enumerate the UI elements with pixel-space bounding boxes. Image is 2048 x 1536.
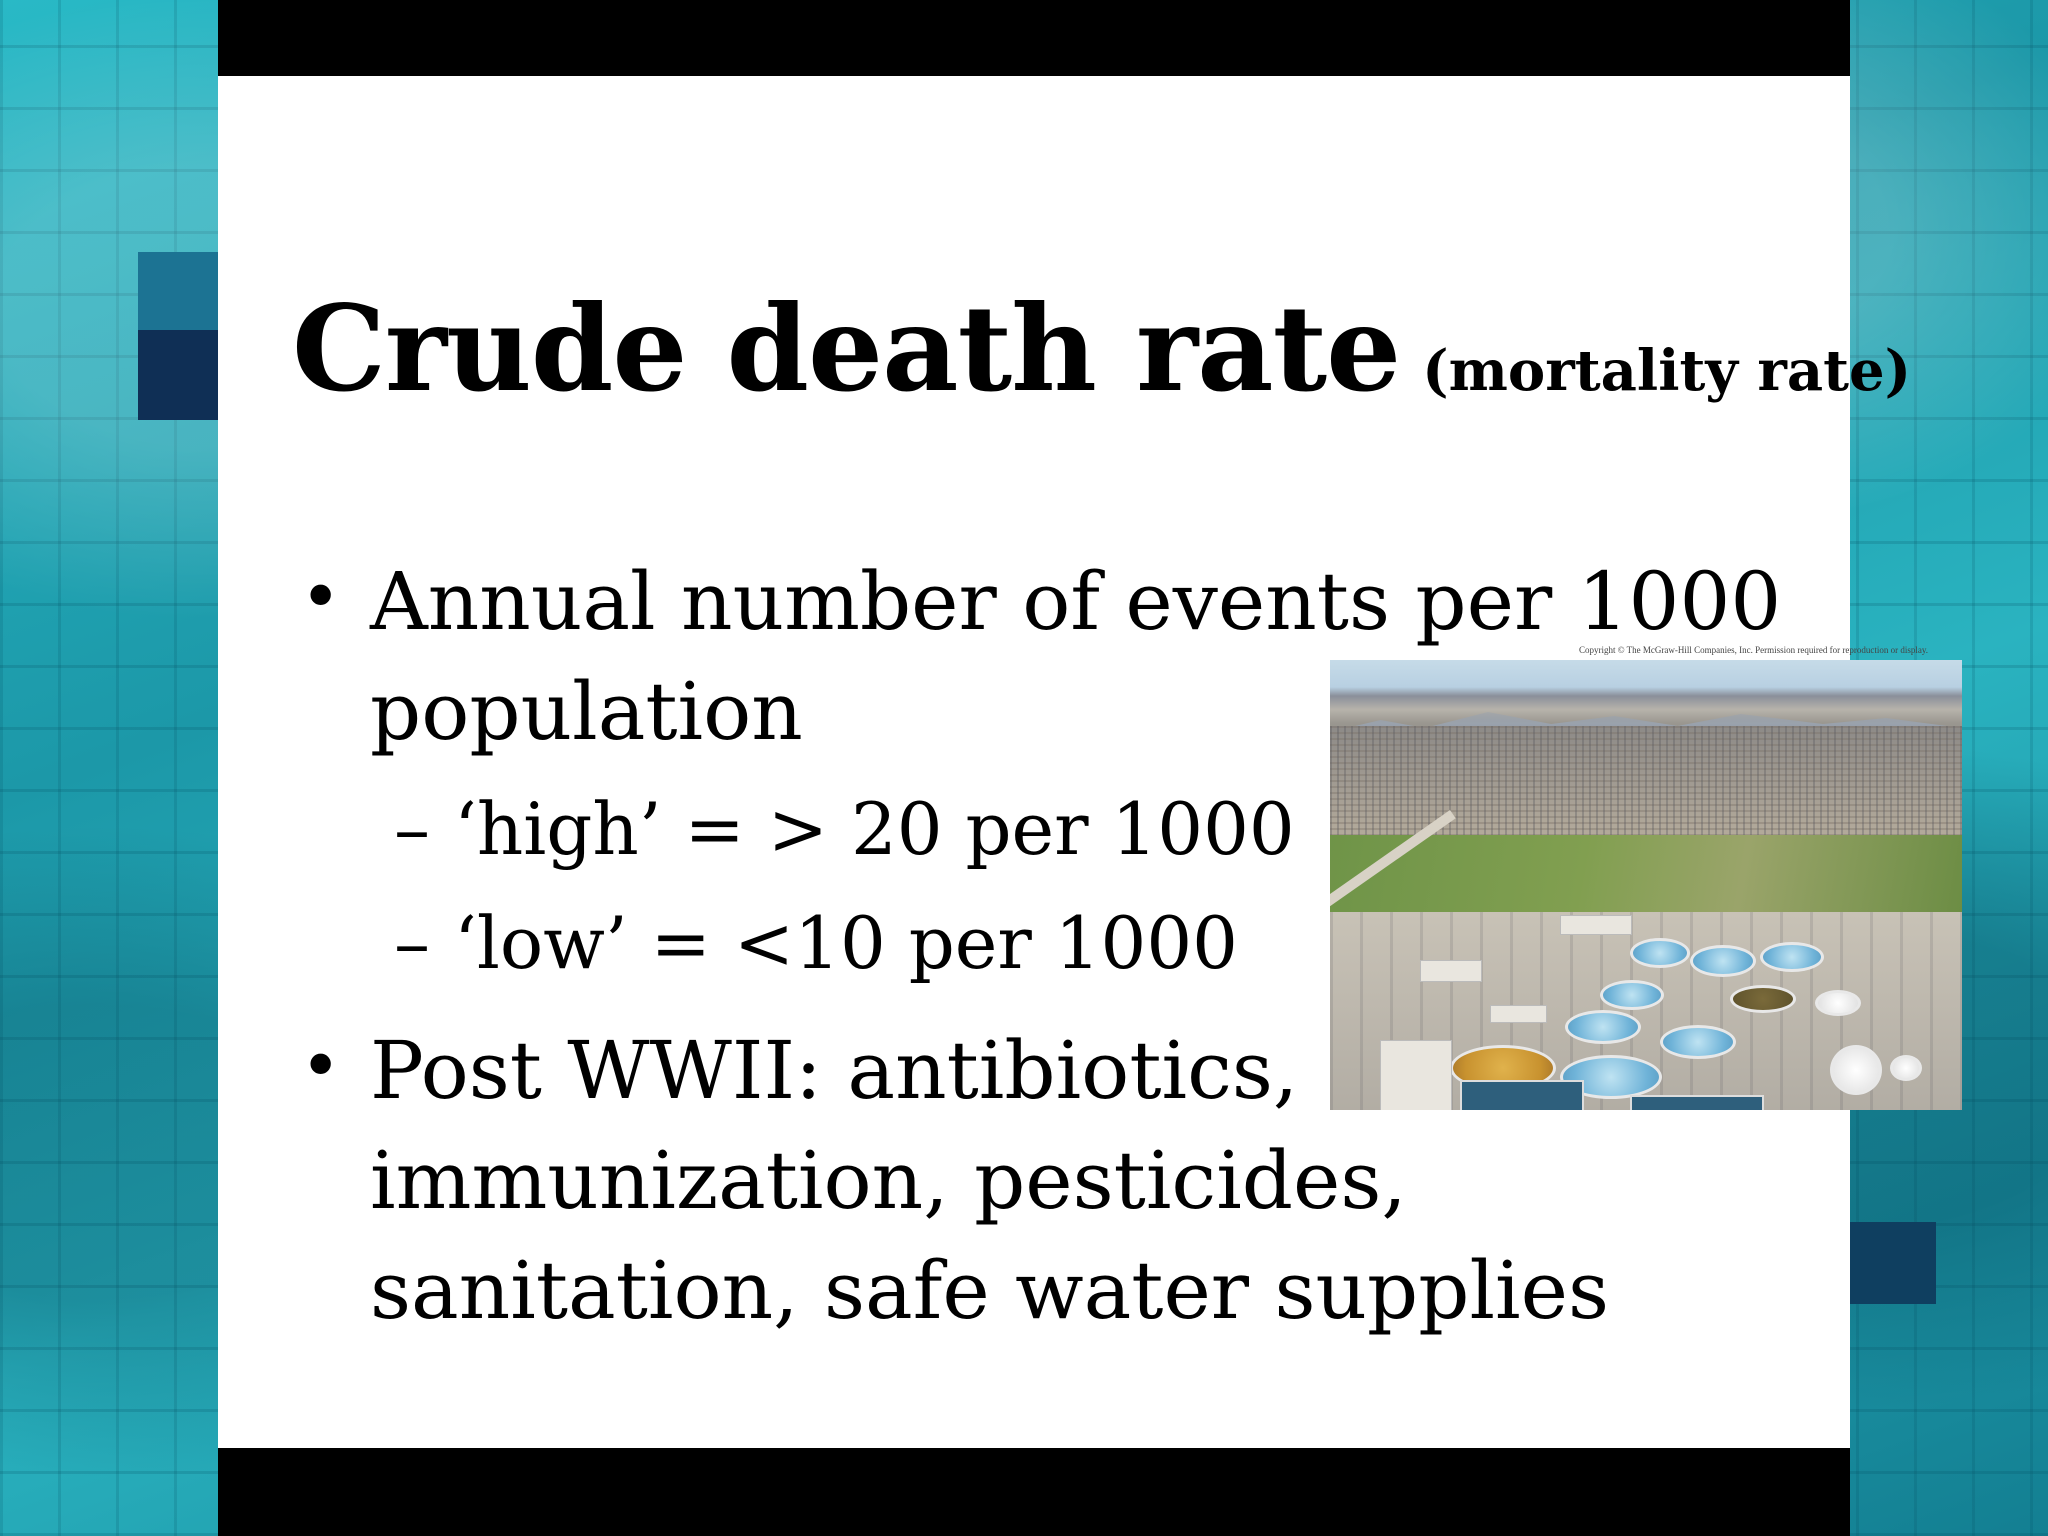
photo-building — [1490, 1005, 1547, 1023]
bullet-marker: • — [300, 1025, 342, 1107]
title-main: Crude death rate — [292, 279, 1401, 418]
water-treatment-plant-photo — [1330, 660, 1962, 1110]
slide-title: Crude death rate (mortality rate) — [292, 290, 1911, 408]
photo-tank — [1565, 1010, 1641, 1044]
photo-fields — [1330, 835, 1962, 915]
decorative-square — [138, 252, 220, 330]
bullet-text-line: Annual number of events per 1000 — [370, 555, 1782, 648]
photo-basin — [1460, 1080, 1584, 1110]
photo-tank — [1760, 942, 1824, 972]
photo-building — [1380, 1040, 1452, 1110]
photo-tank — [1730, 985, 1796, 1013]
bullet-text-line: immunization, pesticides, — [370, 1134, 1407, 1227]
bullet-text-line: population — [370, 665, 803, 758]
bullet-marker: • — [300, 556, 342, 638]
photo-building — [1560, 915, 1632, 935]
sub-bullet-dash: – — [394, 787, 430, 871]
photo-tank — [1600, 980, 1664, 1010]
photo-tank — [1830, 1045, 1882, 1095]
bottom-bar — [218, 1448, 1850, 1536]
photo-tank — [1815, 990, 1861, 1016]
top-bar — [218, 0, 1850, 76]
sub-bullet-text: ‘low’ = <10 per 1000 — [454, 901, 1238, 985]
image-copyright: Copyright © The McGraw-Hill Companies, I… — [1578, 645, 1928, 655]
title-subtitle: (mortality rate) — [1422, 338, 1912, 404]
photo-tank — [1660, 1025, 1736, 1059]
bullet-text-line: sanitation, safe water supplies — [370, 1244, 1610, 1337]
photo-building — [1420, 960, 1482, 982]
sub-bullet-dash: – — [394, 901, 430, 985]
photo-tank — [1890, 1055, 1922, 1081]
photo-basin — [1630, 1095, 1764, 1110]
bullet-text-line: Post WWII: antibiotics, — [370, 1024, 1299, 1117]
decorative-square — [1844, 1222, 1936, 1304]
sub-bullet-text: ‘high’ = > 20 per 1000 — [454, 787, 1295, 871]
photo-city — [1330, 726, 1962, 836]
photo-tank — [1690, 945, 1756, 977]
photo-tank — [1630, 938, 1690, 968]
